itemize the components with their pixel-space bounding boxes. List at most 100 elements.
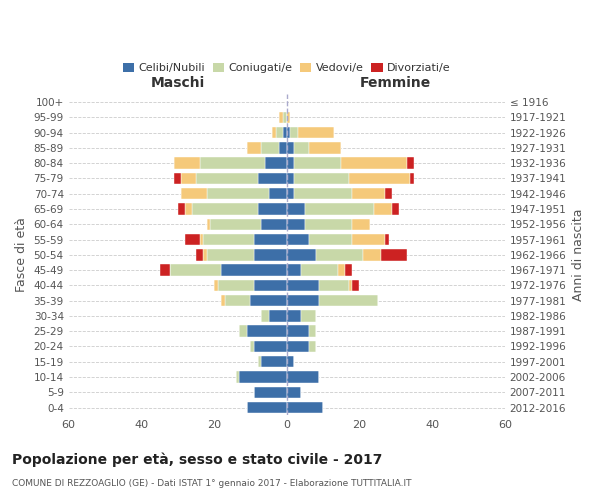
Bar [254,386,287,398]
Bar [287,264,301,276]
Bar [287,340,308,352]
Bar [308,234,352,245]
Bar [185,234,200,245]
Bar [239,326,247,337]
Bar [254,280,287,291]
Bar [192,204,257,214]
Bar [319,295,377,306]
Bar [287,310,301,322]
Bar [294,172,349,184]
Bar [181,172,196,184]
Bar [239,371,287,382]
Bar [294,188,352,200]
Bar [283,112,287,123]
Bar [298,127,334,138]
Bar [200,158,265,169]
Bar [287,402,323,413]
Bar [308,142,341,154]
Bar [385,234,389,245]
Bar [287,188,294,200]
Bar [316,249,363,260]
Bar [341,158,407,169]
Bar [269,310,287,322]
Bar [262,218,287,230]
Bar [385,188,392,200]
Bar [203,249,207,260]
Bar [280,142,287,154]
Bar [272,127,276,138]
Text: Maschi: Maschi [151,76,205,90]
Bar [287,234,308,245]
Bar [287,127,290,138]
Bar [287,386,301,398]
Bar [236,371,239,382]
Bar [305,204,374,214]
Y-axis label: Fasce di età: Fasce di età [15,218,28,292]
Bar [207,218,211,230]
Bar [287,371,319,382]
Bar [294,158,341,169]
Bar [257,356,262,368]
Text: Femmine: Femmine [360,76,431,90]
Bar [265,158,287,169]
Bar [287,280,319,291]
Bar [211,218,262,230]
Bar [280,112,283,123]
Bar [170,264,221,276]
Bar [287,356,294,368]
Bar [319,280,349,291]
Bar [352,188,385,200]
Bar [301,264,338,276]
Bar [308,340,316,352]
Bar [287,158,294,169]
Bar [174,158,200,169]
Bar [283,127,287,138]
Bar [221,295,225,306]
Legend: Celibi/Nubili, Coniugati/e, Vedovi/e, Divorziati/e: Celibi/Nubili, Coniugati/e, Vedovi/e, Di… [118,58,455,78]
Bar [287,204,305,214]
Bar [287,142,294,154]
Bar [374,204,392,214]
Bar [352,280,359,291]
Bar [178,204,185,214]
Bar [207,188,269,200]
Bar [352,218,370,230]
Bar [301,310,316,322]
Bar [250,340,254,352]
Bar [181,188,207,200]
Bar [287,218,305,230]
Bar [262,356,287,368]
Bar [352,234,385,245]
Bar [200,234,203,245]
Bar [203,234,254,245]
Bar [247,142,262,154]
Bar [338,264,345,276]
Text: COMUNE DI REZZOAGLIO (GE) - Dati ISTAT 1° gennaio 2017 - Elaborazione TUTTITALIA: COMUNE DI REZZOAGLIO (GE) - Dati ISTAT 1… [12,479,412,488]
Bar [254,249,287,260]
Bar [407,158,414,169]
Bar [349,280,352,291]
Bar [247,326,287,337]
Bar [262,142,280,154]
Bar [207,249,254,260]
Bar [308,326,316,337]
Bar [254,234,287,245]
Bar [294,142,308,154]
Bar [218,280,254,291]
Bar [349,172,410,184]
Bar [287,112,290,123]
Bar [196,172,257,184]
Bar [392,204,400,214]
Y-axis label: Anni di nascita: Anni di nascita [572,208,585,301]
Bar [287,249,316,260]
Bar [250,295,287,306]
Bar [305,218,352,230]
Bar [262,310,269,322]
Bar [287,326,308,337]
Bar [345,264,352,276]
Bar [214,280,218,291]
Bar [363,249,381,260]
Bar [247,402,287,413]
Bar [290,127,298,138]
Bar [174,172,181,184]
